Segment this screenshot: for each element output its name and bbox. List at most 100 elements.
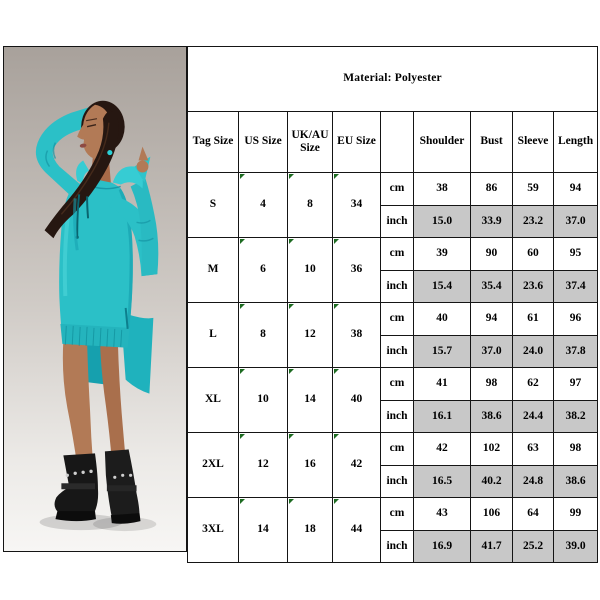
bust-cm-cell: 102 — [470, 432, 513, 466]
material-title: Material: Polyester — [186, 46, 599, 112]
unit-inch-cell: inch — [380, 399, 414, 433]
right-boot-sole — [110, 513, 141, 524]
drawstring — [86, 196, 90, 219]
size-row-cm: M 6 10 36 cm 39 90 60 95 — [187, 237, 599, 303]
header-shoulder: Shoulder — [413, 111, 471, 173]
length-cm-cell: 94 — [552, 172, 599, 206]
shoulder-cm-cell: 43 — [413, 497, 471, 531]
sleeve-cm-cell: 64 — [512, 497, 554, 531]
unit-cm-cell: cm — [380, 237, 414, 271]
header-tag-size: Tag Size — [187, 111, 239, 173]
left-boot-strap — [61, 483, 95, 490]
length-inch-cell: 38.2 — [552, 399, 599, 433]
length-cm-cell: 99 — [552, 497, 599, 531]
left-boot-sole — [55, 511, 96, 522]
tag-cell: S — [187, 172, 239, 238]
model-photo — [3, 46, 187, 552]
tag-cell: 2XL — [187, 432, 239, 498]
eu-cell: 42 — [332, 432, 381, 498]
finger — [138, 146, 149, 161]
tag-cell: L — [187, 302, 239, 368]
shoulder-inch-cell: 16.5 — [413, 464, 471, 498]
us-cell: 6 — [238, 237, 288, 303]
hood-left — [76, 160, 90, 185]
shoulder-cm-cell: 40 — [413, 302, 471, 336]
sleeve-cm-cell: 60 — [512, 237, 554, 271]
length-inch-cell: 37.4 — [552, 269, 599, 303]
shoulder-cm-cell: 41 — [413, 367, 471, 401]
shoulder-inch-cell: 15.7 — [413, 334, 471, 368]
length-inch-cell: 39.0 — [552, 529, 599, 563]
header-ukau-size: UK/AU Size — [287, 111, 333, 173]
size-row-inch: inch 16.9 41.7 25.2 39.0 — [188, 529, 599, 563]
dress-hem-band — [60, 323, 130, 348]
ukau-cell: 10 — [287, 237, 333, 303]
sleeve-cm-cell: 62 — [512, 367, 554, 401]
header-eu-size: EU Size — [332, 111, 381, 173]
length-cm-cell: 95 — [552, 237, 599, 271]
sleeve-cm-cell: 63 — [512, 432, 554, 466]
unit-cm-cell: cm — [380, 367, 414, 401]
shoulder-cm-cell: 39 — [413, 237, 471, 271]
bust-inch-cell: 41.7 — [470, 529, 513, 563]
bust-inch-cell: 38.6 — [470, 399, 513, 433]
bust-cm-cell: 106 — [470, 497, 513, 531]
length-inch-cell: 37.8 — [552, 334, 599, 368]
sleeve-inch-cell: 24.8 — [512, 464, 554, 498]
bust-inch-cell: 33.9 — [470, 204, 513, 238]
us-cell: 10 — [238, 367, 288, 433]
ukau-cell: 16 — [287, 432, 333, 498]
sleeve-inch-cell: 24.0 — [512, 334, 554, 368]
shoulder-inch-cell: 15.4 — [413, 269, 471, 303]
unit-cm-cell: cm — [380, 302, 414, 336]
unit-inch-cell: inch — [380, 204, 414, 238]
eu-cell: 34 — [332, 172, 381, 238]
right-arm-forearm-sleeve — [130, 178, 159, 277]
hair-strand — [60, 122, 110, 215]
ukau-cell: 14 — [287, 367, 333, 433]
sleeve-inch-cell: 25.2 — [512, 529, 554, 563]
bust-cm-cell: 86 — [470, 172, 513, 206]
bust-cm-cell: 94 — [470, 302, 513, 336]
tag-cell: 3XL — [187, 497, 239, 563]
side-slit — [124, 307, 129, 329]
material-row: Material: Polyester — [186, 46, 599, 112]
size-row-inch: inch 16.5 40.2 24.8 38.6 — [188, 464, 599, 498]
eu-cell: 44 — [332, 497, 381, 563]
size-row-cm: 2XL 12 16 42 cm 42 102 63 98 — [187, 432, 599, 498]
shoulder-inch-cell: 16.1 — [413, 399, 471, 433]
us-cell: 8 — [238, 302, 288, 368]
unit-inch-cell: inch — [380, 269, 414, 303]
eye — [86, 124, 97, 128]
bust-inch-cell: 35.4 — [470, 269, 513, 303]
us-cell: 12 — [238, 432, 288, 498]
size-row-cm: L 8 12 38 cm 40 94 61 96 — [187, 302, 599, 368]
sleeve-folds — [136, 219, 154, 242]
eyebrow — [85, 118, 98, 122]
ukau-cell: 8 — [287, 172, 333, 238]
unit-inch-cell: inch — [380, 464, 414, 498]
size-row-inch: inch 15.0 33.9 23.2 37.0 — [188, 204, 599, 238]
tag-cell: M — [187, 237, 239, 303]
header-us-size: US Size — [238, 111, 288, 173]
size-row-cm: S 4 8 34 cm 38 86 59 94 — [187, 172, 599, 238]
model-photo-illustration — [4, 47, 186, 551]
shoulder-inch-cell: 15.0 — [413, 204, 471, 238]
eu-cell: 38 — [332, 302, 381, 368]
unit-cm-cell: cm — [380, 172, 414, 206]
length-cm-cell: 98 — [552, 432, 599, 466]
floor-shadow — [93, 517, 157, 532]
bust-cm-cell: 98 — [470, 367, 513, 401]
size-row-cm: 3XL 14 18 44 cm 43 106 64 99 — [187, 497, 599, 563]
hem-ribs — [64, 325, 123, 347]
unit-inch-cell: inch — [380, 529, 414, 563]
header-row: Tag Size US Size UK/AU Size EU Size Shou… — [187, 111, 599, 173]
sleeve-folds — [45, 142, 57, 167]
shoulder-cm-cell: 38 — [413, 172, 471, 206]
hood-right — [112, 166, 143, 189]
header-bust: Bust — [470, 111, 513, 173]
earring — [107, 149, 113, 156]
eu-cell: 36 — [332, 237, 381, 303]
us-cell: 4 — [238, 172, 288, 238]
chest-fold — [73, 198, 79, 251]
